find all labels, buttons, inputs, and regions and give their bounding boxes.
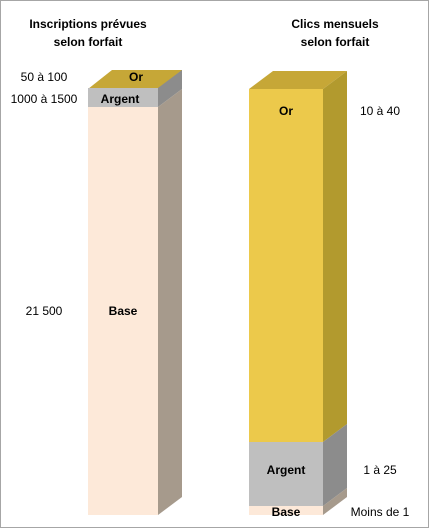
left-argent-label: Argent (101, 92, 140, 106)
right-or-top-face (249, 71, 347, 89)
right-argent-label: Argent (267, 463, 306, 477)
right-title-line2: selon forfait (301, 35, 370, 49)
left-or-value: 50 à 100 (21, 70, 68, 84)
left-or-top-face (88, 70, 182, 89)
right-base-label: Base (272, 505, 301, 519)
right-title-line1: Clics mensuels (291, 17, 379, 31)
right-or-label: Or (279, 104, 293, 118)
left-argent-side-face (158, 70, 182, 107)
right-base-value: Moins de 1 (351, 505, 410, 519)
right-or-value: 10 à 40 (360, 104, 400, 118)
left-argent-bar (88, 88, 158, 107)
right-base-bar (249, 506, 323, 515)
left-argent-value: 1000 à 1500 (11, 92, 78, 106)
left-title-line2: selon forfait (54, 35, 123, 49)
left-base-value: 21 500 (26, 304, 63, 318)
chart-left: Inscriptions prévues selon forfait Or Ar… (11, 17, 182, 515)
right-argent-side-face (323, 424, 347, 506)
right-or-side-face (323, 71, 347, 442)
right-or-bar (249, 89, 323, 442)
left-or-label: Or (129, 70, 143, 84)
left-base-label: Base (109, 304, 138, 318)
left-title-line1: Inscriptions prévues (29, 17, 147, 31)
left-base-side-face (158, 89, 182, 515)
chart-right: Clics mensuels selon forfait Or Argent B… (249, 17, 410, 519)
left-base-bar (88, 107, 158, 515)
right-argent-bar (249, 442, 323, 506)
right-argent-value: 1 à 25 (363, 463, 397, 477)
right-base-side-face (323, 488, 347, 515)
